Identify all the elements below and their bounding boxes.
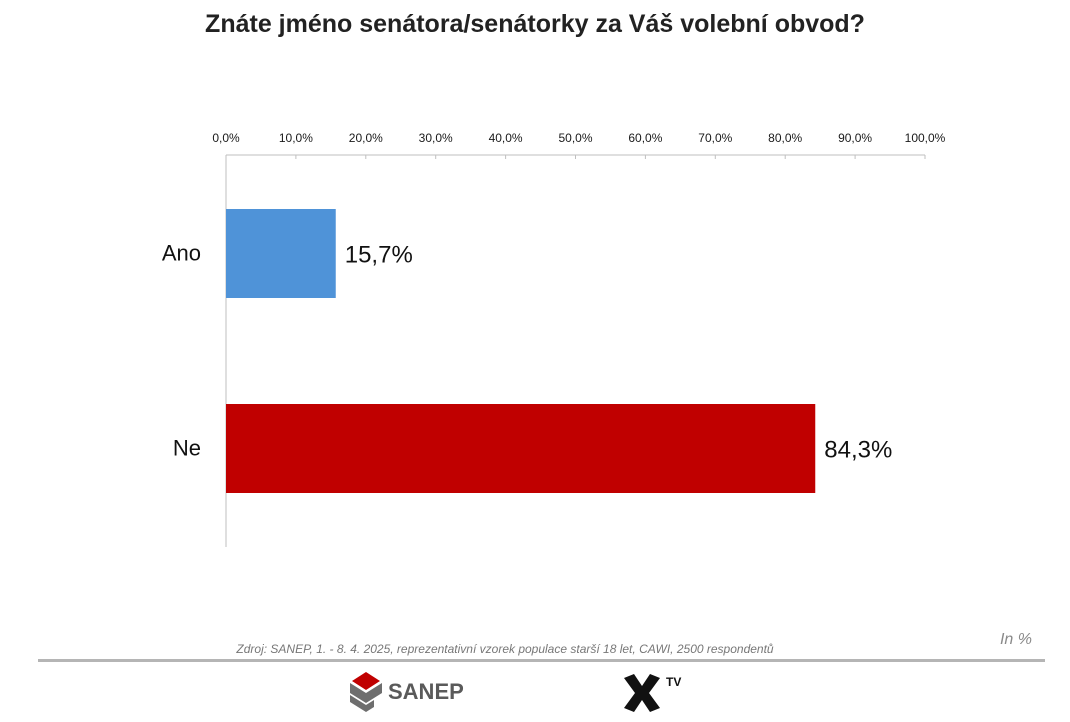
x-tick-label: 100,0% xyxy=(905,131,946,145)
x-tick-label: 0,0% xyxy=(212,131,240,145)
x-tick-label: 40,0% xyxy=(489,131,523,145)
x-tick-label: 60,0% xyxy=(628,131,662,145)
x-tick-label: 70,0% xyxy=(698,131,732,145)
sanep-logo-text: SANEP xyxy=(388,679,464,704)
x-tick-label: 90,0% xyxy=(838,131,872,145)
bar-ne xyxy=(226,404,816,493)
category-label: Ne xyxy=(173,436,201,461)
bar-ano xyxy=(226,209,336,298)
xtv-logo: TV xyxy=(624,674,681,712)
x-tick-label: 20,0% xyxy=(349,131,383,145)
x-tick-label: 50,0% xyxy=(558,131,592,145)
xtv-logo-text: TV xyxy=(666,675,681,689)
x-tick-label: 10,0% xyxy=(279,131,313,145)
bar-chart: 0,0% 10,0% 20,0% 30,0% 40,0% 50,0% 60,0% 70,0% 8… xyxy=(162,131,946,547)
sanep-logo: SANEP xyxy=(350,672,464,712)
data-label: 15,7% xyxy=(345,242,413,269)
x-tick-label: 80,0% xyxy=(768,131,802,145)
source-note: Zdroj: SANEP, 1. - 8. 4. 2025, reprezent… xyxy=(236,642,774,656)
unit-note: In % xyxy=(999,631,1032,648)
x-tick-label: 30,0% xyxy=(419,131,453,145)
category-label: Ano xyxy=(162,241,201,266)
data-label: 84,3% xyxy=(824,437,892,464)
chart-title: Znáte jméno senátora/senátorky za Váš vo… xyxy=(205,10,865,38)
footer-divider xyxy=(38,659,1045,662)
